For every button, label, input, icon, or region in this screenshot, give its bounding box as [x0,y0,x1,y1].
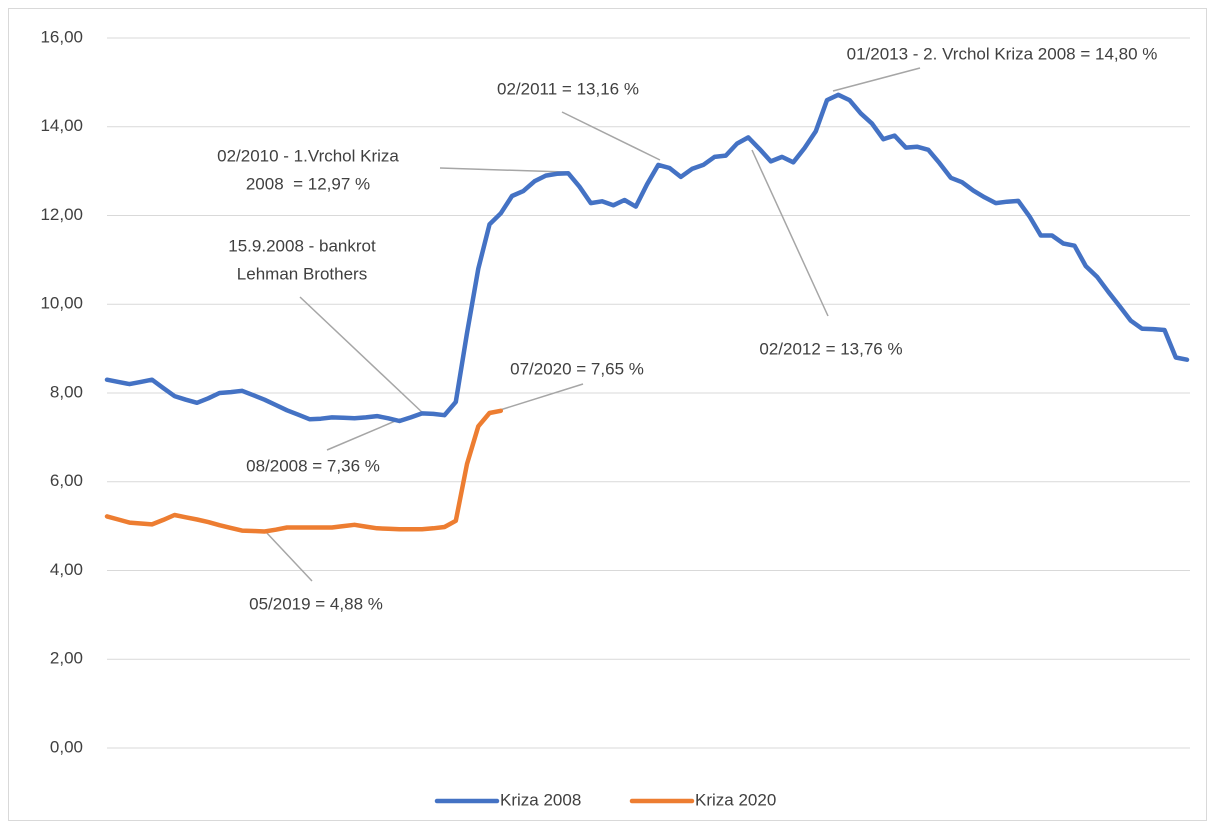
y-tick-label: 2,00 [50,649,83,668]
series-line [104,92,1190,424]
legend-label: Kriza 2020 [695,790,776,809]
annotation-text: 07/2020 = 7,65 % [510,359,644,378]
annotation-leader [561,111,661,161]
y-tick-label: 12,00 [40,205,83,224]
annotation-text: 2008 = 12,97 % [246,174,370,193]
y-tick-label: 4,00 [50,560,83,579]
annotation-leader [751,149,829,317]
y-tick-label: 16,00 [40,27,83,46]
y-tick-label: 6,00 [50,471,83,490]
y-tick-label: 14,00 [40,116,83,135]
annotation-text: 05/2019 = 4,88 % [249,594,383,613]
annotation-leader [499,383,584,411]
y-tick-label: 10,00 [40,294,83,313]
annotation-text: 02/2010 - 1.Vrchol Kriza [217,146,399,165]
annotation-text: Lehman Brothers [237,264,367,283]
annotation-leader [264,530,313,582]
annotation-leader [326,418,401,451]
annotation-text: 01/2013 - 2. Vrchol Kriza 2008 = 14,80 % [847,44,1158,63]
annotation-text: 08/2008 = 7,36 % [246,456,380,475]
annotation-leader [832,67,921,92]
series-line [104,408,504,534]
annotation-leader [439,167,567,173]
annotation-text: 15.9.2008 - bankrot [228,236,376,255]
y-tick-label: 8,00 [50,382,83,401]
annotation-leader [299,296,426,416]
chart-frame [8,8,1207,821]
y-tick-label: 0,00 [50,737,83,756]
annotation-text: 02/2012 = 13,76 % [759,339,902,358]
legend-label: Kriza 2008 [500,790,581,809]
annotation-text: 02/2011 = 13,16 % [497,79,639,98]
